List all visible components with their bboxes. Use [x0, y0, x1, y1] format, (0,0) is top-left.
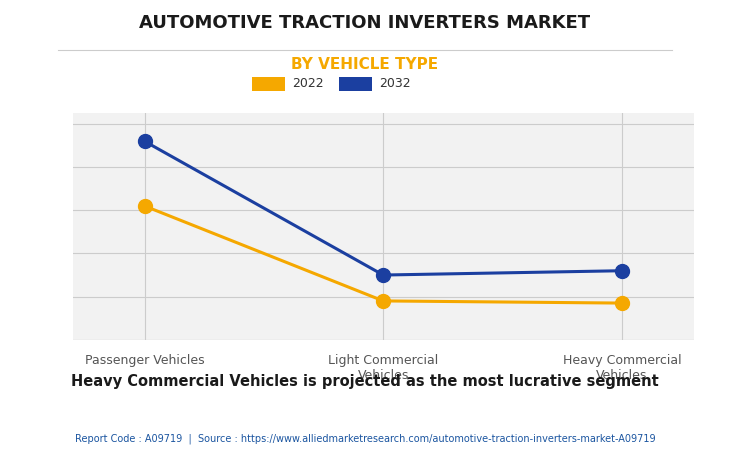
Text: 2032: 2032	[380, 77, 411, 90]
Text: 2022: 2022	[292, 77, 323, 90]
Text: BY VEHICLE TYPE: BY VEHICLE TYPE	[291, 57, 439, 72]
Text: Report Code : A09719  |  Source : https://www.alliedmarketresearch.com/automotiv: Report Code : A09719 | Source : https://…	[74, 434, 656, 444]
Text: Heavy Commercial Vehicles is projected as the most lucrative segment: Heavy Commercial Vehicles is projected a…	[71, 374, 659, 389]
Text: AUTOMOTIVE TRACTION INVERTERS MARKET: AUTOMOTIVE TRACTION INVERTERS MARKET	[139, 14, 591, 32]
